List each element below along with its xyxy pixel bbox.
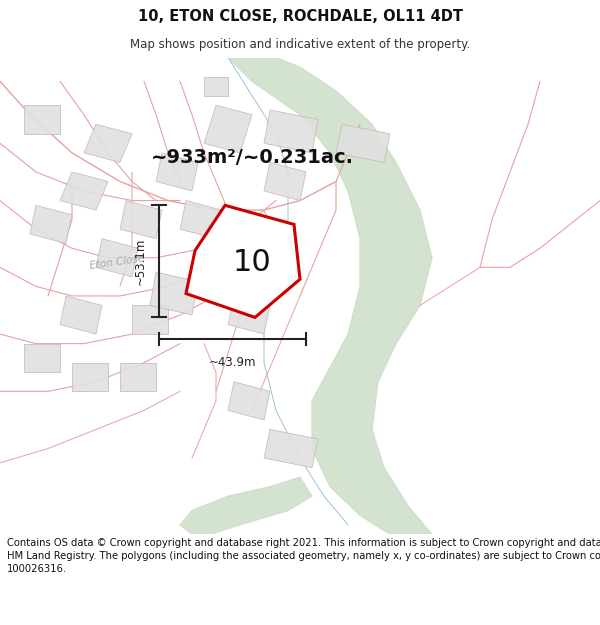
Polygon shape: [228, 58, 432, 534]
Polygon shape: [96, 239, 138, 277]
Polygon shape: [84, 124, 132, 162]
Polygon shape: [264, 162, 306, 201]
Text: 10: 10: [233, 248, 271, 277]
Polygon shape: [186, 206, 300, 318]
Text: ~43.9m: ~43.9m: [209, 356, 256, 369]
Polygon shape: [204, 77, 228, 96]
Text: ~933m²/~0.231ac.: ~933m²/~0.231ac.: [151, 148, 353, 167]
Polygon shape: [120, 362, 156, 391]
Polygon shape: [336, 124, 390, 162]
Polygon shape: [216, 248, 258, 286]
Polygon shape: [72, 362, 108, 391]
Text: Eton Close: Eton Close: [89, 254, 145, 271]
Polygon shape: [24, 344, 60, 372]
Polygon shape: [60, 172, 108, 210]
Polygon shape: [228, 296, 270, 334]
Polygon shape: [30, 206, 72, 244]
Polygon shape: [180, 477, 312, 534]
Text: Contains OS data © Crown copyright and database right 2021. This information is : Contains OS data © Crown copyright and d…: [7, 538, 600, 574]
Polygon shape: [24, 105, 60, 134]
Text: 10, ETON CLOSE, ROCHDALE, OL11 4DT: 10, ETON CLOSE, ROCHDALE, OL11 4DT: [137, 9, 463, 24]
Polygon shape: [120, 201, 162, 239]
Polygon shape: [150, 272, 198, 315]
Polygon shape: [60, 296, 102, 334]
Text: Map shows position and indicative extent of the property.: Map shows position and indicative extent…: [130, 38, 470, 51]
Text: ~53.1m: ~53.1m: [134, 238, 147, 285]
Polygon shape: [204, 105, 252, 153]
Polygon shape: [264, 110, 318, 153]
Polygon shape: [228, 382, 270, 420]
Polygon shape: [132, 306, 168, 334]
Polygon shape: [264, 429, 318, 468]
Polygon shape: [156, 153, 198, 191]
Polygon shape: [180, 201, 222, 239]
